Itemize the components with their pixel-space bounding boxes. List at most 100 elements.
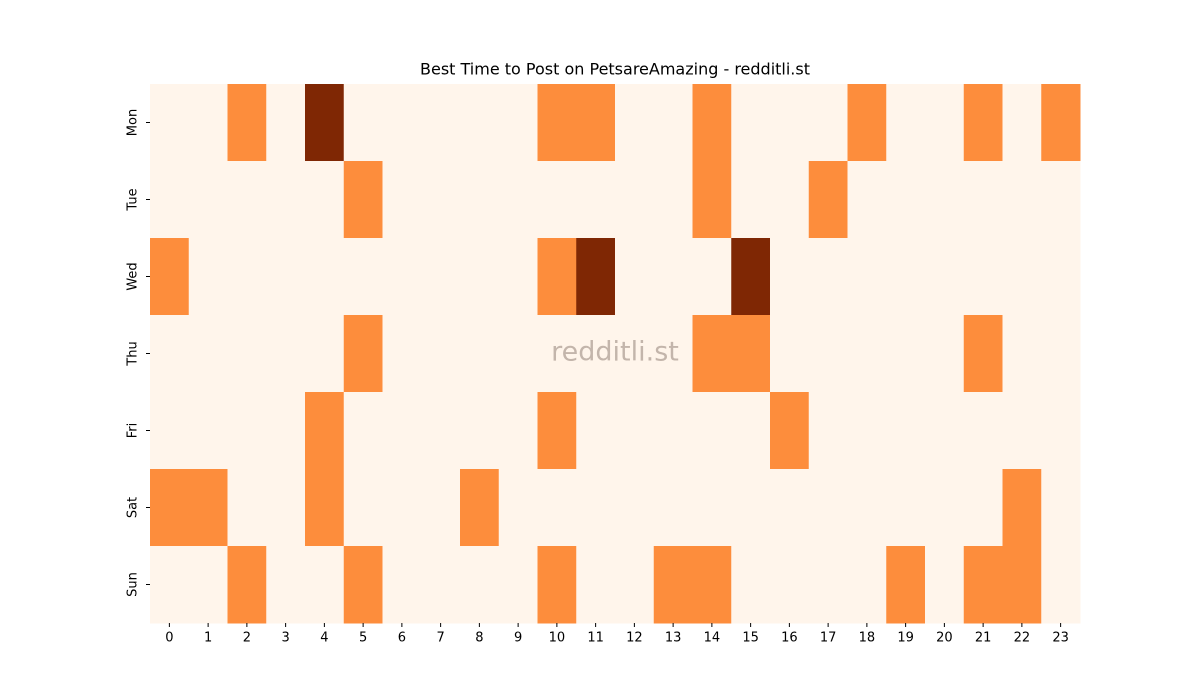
heat-cell xyxy=(1041,392,1081,470)
heat-cell xyxy=(963,161,1003,239)
y-tick-label: Tue xyxy=(126,188,141,211)
heat-cell xyxy=(421,469,461,547)
heat-cell xyxy=(692,238,732,316)
heat-cell xyxy=(770,546,810,624)
x-tick-label: 8 xyxy=(475,631,483,646)
heat-cell xyxy=(537,315,577,393)
heat-cell xyxy=(305,392,345,470)
heat-cell xyxy=(460,315,500,393)
heat-cell xyxy=(188,392,228,470)
heat-cell xyxy=(731,469,771,547)
heat-cell xyxy=(150,84,190,162)
heat-cell xyxy=(460,161,500,239)
heat-cell xyxy=(963,469,1003,547)
heat-cell xyxy=(576,238,616,316)
heat-cell xyxy=(1041,238,1081,316)
chart-title: Best Time to Post on PetsareAmazing - re… xyxy=(420,60,810,79)
heat-cell xyxy=(808,392,848,470)
heat-cell xyxy=(886,392,926,470)
x-tick-label: 22 xyxy=(1014,631,1031,646)
heat-cell xyxy=(460,238,500,316)
heat-cell xyxy=(343,84,383,162)
heat-cell xyxy=(925,315,965,393)
x-tick-label: 19 xyxy=(897,631,914,646)
heat-cell xyxy=(498,469,538,547)
heat-cell xyxy=(227,161,267,239)
heat-cell xyxy=(576,161,616,239)
heat-cell xyxy=(808,238,848,316)
heat-cell xyxy=(963,392,1003,470)
heat-cell xyxy=(266,238,306,316)
heat-cell xyxy=(498,546,538,624)
x-tick-label: 17 xyxy=(820,631,837,646)
heat-cell xyxy=(808,161,848,239)
y-tick-label: Sat xyxy=(126,497,141,518)
heat-cell xyxy=(150,392,190,470)
watermark: redditli.st xyxy=(551,337,679,368)
x-tick-label: 9 xyxy=(514,631,522,646)
heat-cell xyxy=(653,315,693,393)
heat-cell xyxy=(382,546,422,624)
y-tick-label: Thu xyxy=(126,341,141,366)
heat-cell xyxy=(615,546,655,624)
heat-cell xyxy=(188,546,228,624)
heat-cell xyxy=(925,546,965,624)
heat-cell xyxy=(1041,84,1081,162)
heat-cell xyxy=(615,84,655,162)
heat-cell xyxy=(266,315,306,393)
heat-cell xyxy=(692,469,732,547)
heat-cell xyxy=(382,161,422,239)
heat-cell xyxy=(305,161,345,239)
heat-cell xyxy=(188,469,228,547)
heat-cell xyxy=(615,392,655,470)
heat-cell xyxy=(731,315,771,393)
heat-cell xyxy=(343,469,383,547)
heat-cell xyxy=(770,469,810,547)
heat-cell xyxy=(188,238,228,316)
heat-cell xyxy=(537,84,577,162)
x-tick-label: 20 xyxy=(936,631,953,646)
heat-cell xyxy=(808,315,848,393)
heat-cell xyxy=(847,315,887,393)
heat-cell xyxy=(227,238,267,316)
heat-cell xyxy=(925,392,965,470)
heat-cell xyxy=(343,546,383,624)
heat-cell xyxy=(847,238,887,316)
heat-cell xyxy=(1002,546,1042,624)
x-tick-label: 11 xyxy=(587,631,604,646)
heat-cell xyxy=(1002,315,1042,393)
x-tick-label: 15 xyxy=(742,631,759,646)
heat-cell xyxy=(847,161,887,239)
heat-cell xyxy=(615,315,655,393)
heat-cell xyxy=(227,469,267,547)
heat-cell xyxy=(150,238,190,316)
heat-cell xyxy=(886,546,926,624)
heat-cell xyxy=(886,161,926,239)
heat-cell xyxy=(886,315,926,393)
heat-cell xyxy=(847,84,887,162)
y-tick-label: Mon xyxy=(126,109,141,136)
heat-cell xyxy=(227,315,267,393)
heat-cell xyxy=(808,469,848,547)
heat-cell xyxy=(188,84,228,162)
heat-cell xyxy=(576,84,616,162)
heat-cell xyxy=(343,238,383,316)
heat-cell xyxy=(1041,161,1081,239)
heat-cell xyxy=(963,546,1003,624)
heat-cell xyxy=(266,392,306,470)
heat-cell xyxy=(925,238,965,316)
heat-cell xyxy=(886,469,926,547)
heat-cell xyxy=(150,546,190,624)
heat-cell xyxy=(266,546,306,624)
heat-cell xyxy=(227,392,267,470)
heat-cell xyxy=(615,238,655,316)
x-tick-label: 23 xyxy=(1052,631,1069,646)
x-tick-label: 0 xyxy=(165,631,173,646)
heat-cell xyxy=(731,392,771,470)
heat-cell xyxy=(421,315,461,393)
heat-cell xyxy=(150,161,190,239)
heat-cell xyxy=(150,469,190,547)
heat-cell xyxy=(847,392,887,470)
heat-cell xyxy=(1002,238,1042,316)
x-tick-label: 21 xyxy=(975,631,992,646)
